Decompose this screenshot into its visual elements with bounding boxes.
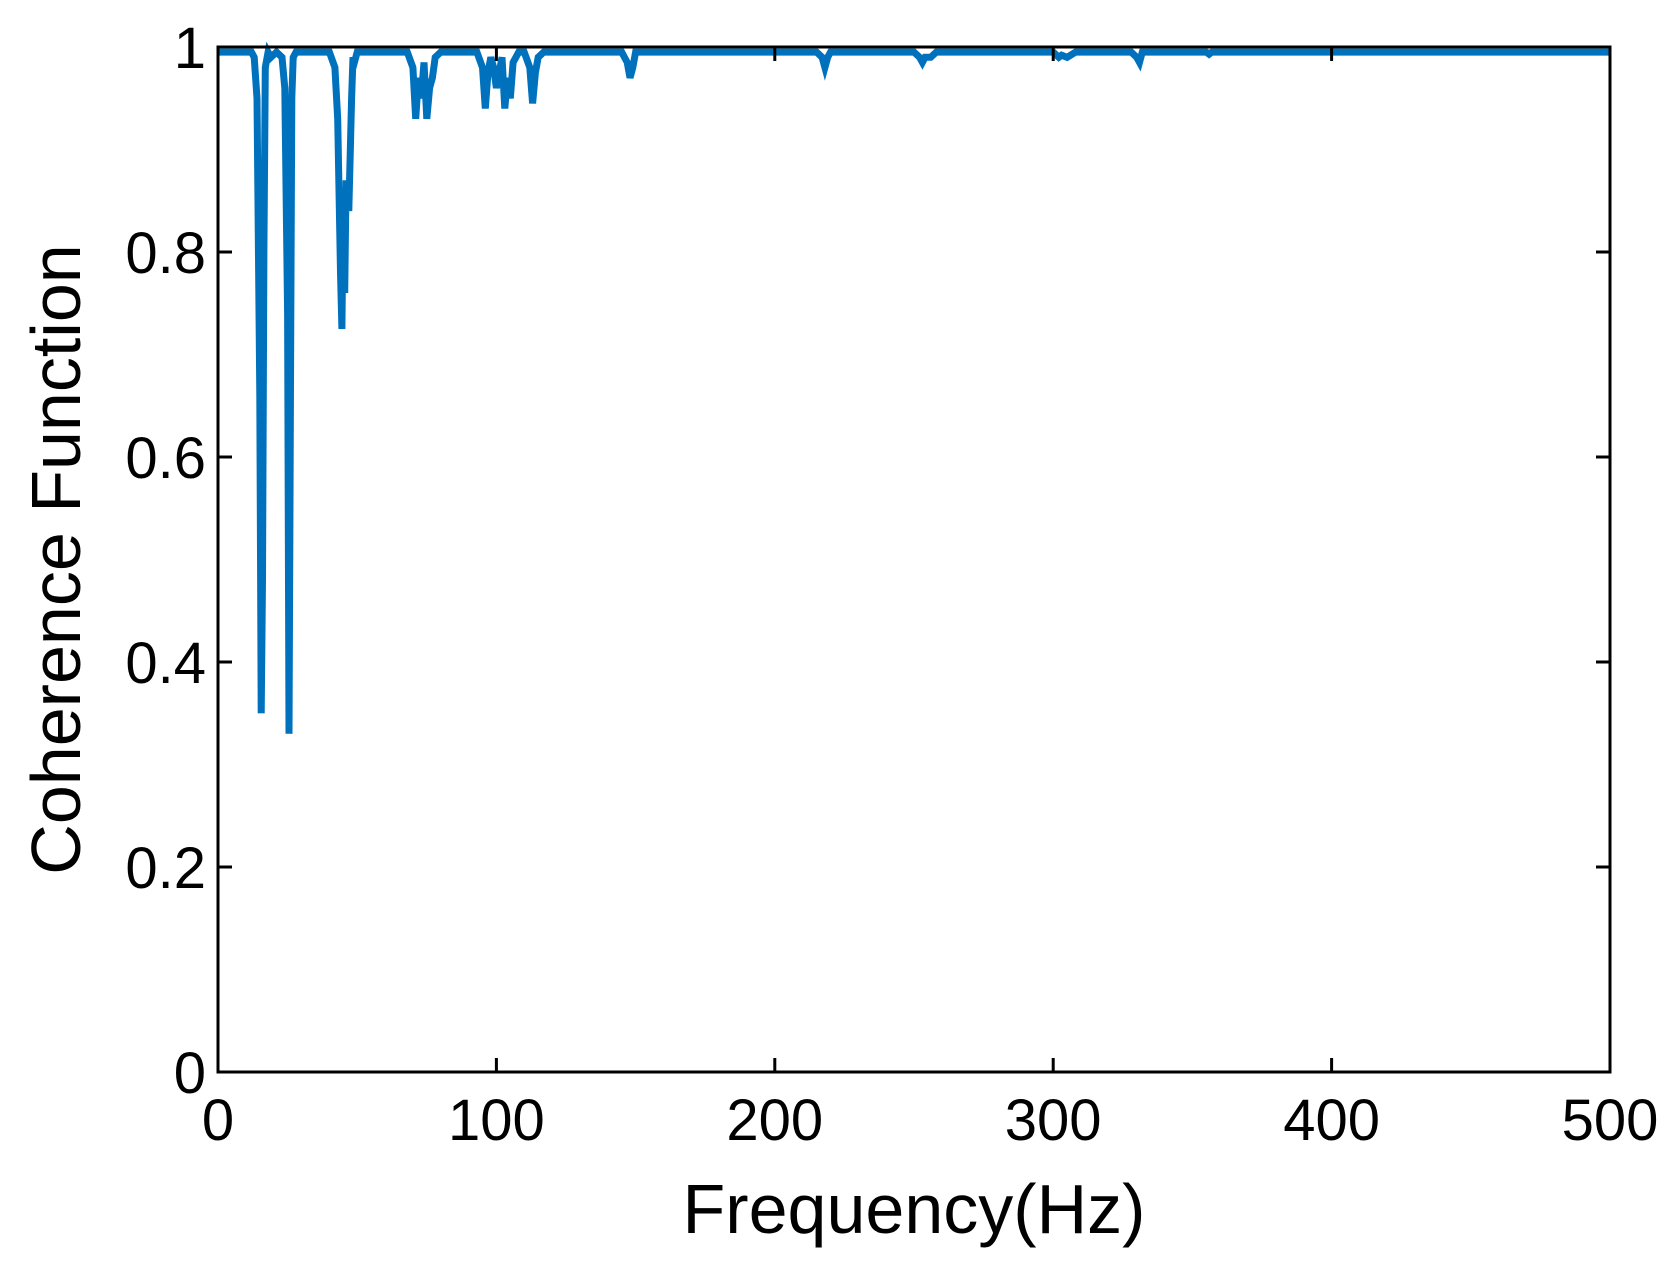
y-tick-label: 0.4 bbox=[125, 631, 206, 696]
x-tick-label: 400 bbox=[1283, 1088, 1380, 1153]
y-tick-label: 0.8 bbox=[125, 221, 206, 286]
x-tick-label: 500 bbox=[1562, 1088, 1659, 1153]
x-tick-label: 100 bbox=[448, 1088, 545, 1153]
x-axis-label: Frequency(Hz) bbox=[683, 1170, 1146, 1248]
y-tick-label: 0 bbox=[174, 1041, 206, 1106]
y-axis-label: Coherence Function bbox=[17, 244, 95, 874]
x-tick-label: 0 bbox=[202, 1088, 234, 1153]
y-tick-label: 0.6 bbox=[125, 426, 206, 491]
x-tick-label: 200 bbox=[726, 1088, 823, 1153]
y-tick-label: 0.2 bbox=[125, 836, 206, 901]
y-tick-label: 1 bbox=[174, 16, 206, 81]
x-tick-label: 300 bbox=[1005, 1088, 1102, 1153]
